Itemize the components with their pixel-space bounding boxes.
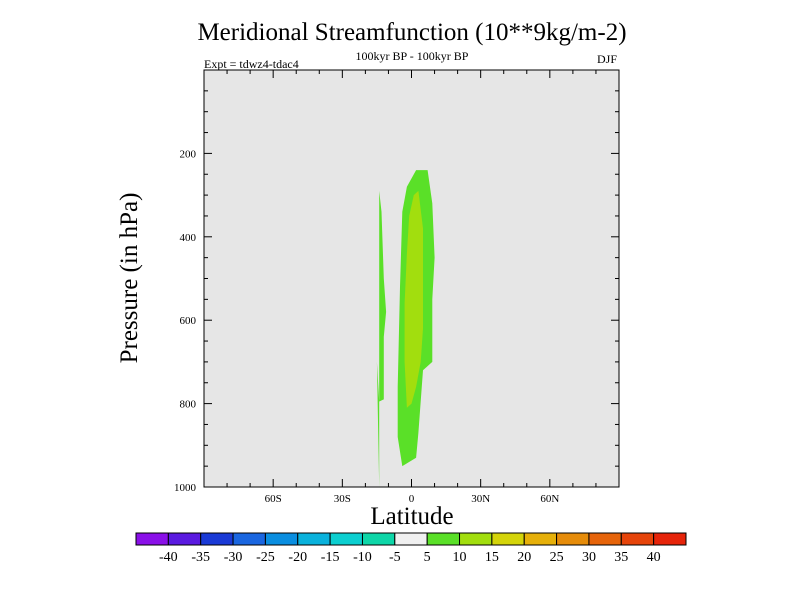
colorbar-label: -15 xyxy=(321,550,340,565)
y-tick-label: 800 xyxy=(180,399,197,411)
y-axis-title: Pressure (in hPa) xyxy=(116,193,143,364)
y-tick-label: 600 xyxy=(180,315,197,327)
colorbar-label: 30 xyxy=(582,550,596,565)
contour-fill-group xyxy=(376,170,435,487)
x-tick-label: 0 xyxy=(409,493,415,505)
period-label: 100kyr BP - 100kyr BP xyxy=(356,49,469,63)
colorbar-swatch xyxy=(264,532,299,546)
colorbar-label: -20 xyxy=(288,550,307,565)
x-tick-label: 60S xyxy=(265,493,282,505)
x-axis-ticks: 60S 30S 0 30N 60N xyxy=(265,70,559,505)
colorbar: -40 -35 -30 -25 -20 -15 -10 -5 5 10 15 20 25 30 35 40 xyxy=(135,532,687,565)
experiment-label: Expt = tdwz4-tdac4 xyxy=(204,57,299,71)
season-label: DJF xyxy=(597,52,617,66)
contour-region-2 xyxy=(404,190,423,408)
colorbar-label: -5 xyxy=(389,550,401,565)
colorbar-label: -40 xyxy=(159,550,178,565)
colorbar-swatch xyxy=(620,532,655,546)
colorbar-swatch xyxy=(135,532,169,546)
y-tick-label: 400 xyxy=(180,232,197,244)
x-tick-label: 60N xyxy=(540,493,559,505)
colorbar-label: -30 xyxy=(224,550,243,565)
y-tick-label: 200 xyxy=(180,148,197,160)
colorbar-label: 40 xyxy=(647,550,661,565)
chart-title: Meridional Streamfunction (10**9kg/m-2) xyxy=(197,19,626,46)
colorbar-label: 35 xyxy=(614,550,628,565)
colorbar-swatch xyxy=(426,532,461,546)
colorbar-label: 20 xyxy=(517,550,531,565)
colorbar-swatch xyxy=(394,532,428,546)
colorbar-label: -25 xyxy=(256,550,275,565)
x-axis-title: Latitude xyxy=(370,503,453,530)
colorbar-swatch xyxy=(297,532,331,546)
minor-ticks xyxy=(204,70,619,487)
colorbar-swatch xyxy=(556,532,590,546)
y-axis-ticks: 200 400 600 800 1000 xyxy=(174,148,619,494)
colorbar-label: -10 xyxy=(353,550,372,565)
colorbar-swatch xyxy=(491,532,525,546)
colorbar-label: 10 xyxy=(453,550,467,565)
colorbar-swatch xyxy=(167,532,202,546)
colorbar-swatch xyxy=(200,532,234,546)
x-tick-label: 30N xyxy=(471,493,490,505)
colorbar-swatch xyxy=(459,532,493,546)
colorbar-swatch xyxy=(523,532,558,546)
colorbar-swatch xyxy=(361,532,396,546)
contour-region-0 xyxy=(376,190,387,487)
colorbar-swatch xyxy=(329,532,363,546)
colorbar-label: 15 xyxy=(485,550,499,565)
colorbar-label: 5 xyxy=(424,550,431,565)
colorbar-swatch xyxy=(653,532,687,546)
colorbar-label: 25 xyxy=(550,550,564,565)
x-tick-label: 30S xyxy=(334,493,351,505)
plot-frame xyxy=(203,69,620,488)
colorbar-label: -35 xyxy=(191,550,210,565)
colorbar-swatch xyxy=(588,532,622,546)
colorbar-swatch xyxy=(232,532,266,546)
y-tick-label: 1000 xyxy=(174,482,197,494)
